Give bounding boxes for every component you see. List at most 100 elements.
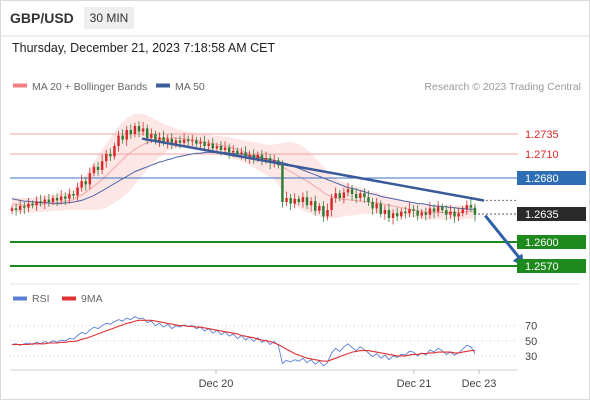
- legend-label-ma20: MA 20 + Bollinger Bands: [32, 81, 147, 93]
- candle: [305, 190, 309, 210]
- candle: [105, 150, 108, 168]
- symbol-label: GBP/USD: [10, 10, 74, 26]
- candle: [440, 203, 444, 214]
- legend-label-ma50: MA 50: [175, 81, 205, 93]
- candle: [68, 188, 71, 204]
- x-tick-label-0: Dec 20: [199, 378, 234, 390]
- candle: [371, 198, 374, 215]
- candle: [281, 160, 284, 208]
- candle: [27, 198, 30, 213]
- candle: [35, 196, 38, 211]
- candle: [260, 150, 264, 166]
- legend-swatch-9ma: [62, 296, 76, 301]
- candle: [145, 124, 149, 145]
- timeframe-badge[interactable]: 30 MIN: [84, 7, 134, 29]
- candle: [400, 208, 403, 220]
- rsi-tick-50: 50: [525, 336, 537, 348]
- candle: [395, 207, 399, 222]
- candle: [64, 192, 67, 206]
- candle: [449, 205, 452, 219]
- candle: [43, 195, 47, 210]
- candle: [428, 202, 432, 219]
- legend-swatch-rsi: [13, 296, 27, 301]
- candle: [412, 205, 415, 218]
- candle: [141, 122, 145, 136]
- x-tick-label-1: Dec 21: [397, 378, 432, 390]
- ma20-line: [11, 137, 475, 213]
- candle: [469, 198, 473, 212]
- candle: [125, 126, 128, 146]
- candle: [117, 130, 120, 152]
- pivot-label: 1.2680: [525, 173, 559, 185]
- candle: [72, 190, 75, 199]
- candle: [47, 194, 51, 207]
- legend-label-9ma: 9MA: [81, 293, 103, 305]
- chart-header: GBP/USD 30 MIN: [0, 0, 590, 36]
- candle: [436, 201, 440, 217]
- support-label-box-4: [517, 235, 586, 249]
- candlesticks: [10, 121, 477, 225]
- x-tick-label-2: Dec 23: [462, 378, 497, 390]
- candle: [186, 135, 190, 148]
- candle: [109, 148, 112, 162]
- candle: [31, 200, 34, 209]
- price-levels: [10, 133, 518, 267]
- candle: [84, 177, 87, 191]
- legend-label-rsi: RSI: [32, 293, 50, 305]
- candle: [408, 202, 411, 218]
- candle: [461, 206, 464, 217]
- timestamp-label: Thursday, December 21, 2023 7:18:58 AM C…: [12, 41, 276, 55]
- support-label-5: 1.2570: [525, 261, 559, 273]
- rsi-9ma-line: [12, 319, 475, 362]
- candle: [375, 198, 378, 214]
- moving-averages: [11, 151, 475, 210]
- candle: [158, 132, 161, 147]
- candle: [309, 197, 313, 212]
- candle: [297, 195, 301, 206]
- candle: [121, 129, 124, 144]
- candle: [416, 205, 419, 221]
- candle: [318, 202, 321, 214]
- candle: [387, 203, 391, 222]
- legend-swatch-ma20: [13, 83, 27, 88]
- candle: [166, 134, 169, 149]
- candle: [18, 199, 22, 214]
- price-legend: MA 20 + Bollinger Bands MA 50: [13, 81, 205, 93]
- rsi-tick-30: 30: [525, 351, 537, 363]
- candle: [92, 163, 96, 177]
- bearish-trendline: [141, 137, 485, 202]
- candle: [350, 185, 354, 201]
- candle: [244, 146, 247, 162]
- candle: [39, 194, 42, 207]
- candle: [404, 206, 407, 219]
- candle: [137, 121, 141, 138]
- rsi-legend: RSI 9MA: [13, 293, 103, 305]
- candle: [191, 134, 194, 146]
- candle: [133, 122, 137, 138]
- candle: [301, 192, 305, 208]
- candle: [453, 207, 456, 223]
- candle: [289, 194, 292, 210]
- support-label-4: 1.2600: [525, 237, 559, 249]
- candle: [322, 201, 325, 222]
- candle: [252, 149, 255, 164]
- candle: [420, 209, 423, 219]
- candle: [338, 190, 342, 202]
- candle: [330, 194, 333, 217]
- candle: [346, 182, 350, 197]
- pivot-label-box: [517, 171, 586, 185]
- candle: [465, 200, 469, 215]
- candle: [285, 191, 288, 206]
- candle: [223, 141, 227, 154]
- candle: [342, 187, 346, 204]
- x-axis-labels: Dec 20 Dec 21 Dec 23: [199, 370, 497, 390]
- candle: [445, 205, 448, 221]
- candle: [383, 205, 387, 220]
- candle: [215, 142, 219, 152]
- candle: [432, 204, 436, 218]
- last-price-box: [517, 207, 586, 221]
- candle: [170, 133, 174, 150]
- support-label-box-5: [517, 259, 586, 273]
- price-axis-labels: 1.2735 1.2710 1.2680 1.2635 1.2600 1.2570: [517, 129, 586, 273]
- candle: [182, 133, 186, 147]
